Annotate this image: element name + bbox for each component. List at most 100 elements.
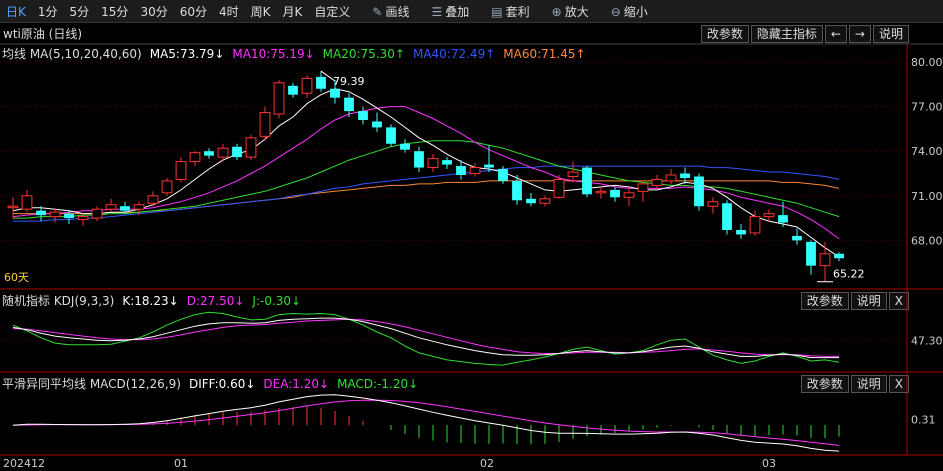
candle-body-down [456, 166, 466, 175]
kdj-panel-button-0[interactable]: 改参数 [800, 292, 849, 310]
main-panel-button-4[interactable]: 说明 [872, 25, 909, 43]
toolbar-item-0[interactable]: 日K [0, 3, 32, 20]
candle-body-down [694, 176, 704, 207]
candle-body-down [372, 121, 382, 128]
candle-body-down [232, 146, 242, 158]
macd-panel-button-1[interactable]: 说明 [850, 375, 887, 393]
candle-body-down [680, 173, 690, 178]
ma-legend-value-2: MA20:75.30↑ [322, 47, 405, 61]
candle-body-down [344, 97, 354, 112]
candle-body-up [427, 158, 439, 169]
main-panel-button-3[interactable]: → [848, 25, 871, 43]
candle-body-up [273, 82, 285, 115]
period-label: 60天 [4, 271, 29, 284]
price-axis-label: 71.00 [911, 190, 943, 203]
candle-body-up [623, 192, 635, 198]
candle-body-up [105, 204, 117, 210]
macd-panel-button-2[interactable]: X [888, 375, 909, 393]
toolbar-item-11[interactable]: ☰ 叠加 [425, 3, 475, 20]
kdj-panel-button-2[interactable]: X [888, 292, 909, 310]
candle-body-up [245, 137, 257, 158]
toolbar-item-4[interactable]: 30分 [134, 3, 173, 20]
toolbar-item-8[interactable]: 月K [277, 3, 309, 20]
main-panel-button-0[interactable]: 改参数 [700, 25, 749, 43]
main-panel-button-1[interactable]: 隐藏主指标 [750, 25, 823, 43]
macd-legend-value-1: DEA:1.20↓ [263, 377, 330, 391]
candle-body-down [498, 169, 508, 181]
candle-body-up [7, 205, 19, 209]
macd-diff-line [12, 394, 840, 452]
kdj-axis-label: 47.30 [911, 335, 943, 348]
macd-panel-button-0[interactable]: 改参数 [800, 375, 849, 393]
candle-body-up [77, 216, 89, 221]
toolbar-item-label: 周K [250, 4, 271, 19]
toolbar-item-label: 画线 [385, 4, 410, 19]
candle-body-up [189, 152, 201, 163]
kdj-legend-value-1: D:27.50↓ [186, 294, 245, 308]
toolbar-item-label: 缩小 [623, 4, 648, 19]
symbol-title: wti原油 (日线) [3, 27, 83, 41]
toolbar-item-1[interactable]: 1分 [32, 3, 64, 20]
candle-body-down [806, 241, 816, 266]
toolbar-item-13[interactable]: ⊕ 放大 [546, 3, 595, 20]
toolbar-item-7[interactable]: 周K [245, 3, 277, 20]
candle-body-up [217, 147, 229, 158]
toolbar-item-9[interactable]: 自定义 [308, 3, 356, 20]
kdj-panel-buttons: 改参数 说明 X [799, 292, 909, 310]
price-axis-label: 68.00 [911, 234, 943, 247]
candle-body-up [21, 195, 33, 210]
kdj-legend: 随机指标 KDJ(9,3,3) K:18.23↓ D:27.50↓ J:-0.30↓ [2, 292, 309, 309]
toolbar-item-2[interactable]: 5分 [64, 3, 96, 20]
candle-body-up [665, 174, 677, 182]
candle-body-down [414, 151, 424, 168]
toolbar-item-10[interactable]: ✎ 画线 [366, 3, 415, 20]
ma-legend-value-4: MA60:71.45↑ [503, 47, 586, 61]
toolbar-item-label: 日K [6, 4, 26, 19]
macd-dea-line [12, 399, 840, 446]
zoom-in-icon: ⊕ [551, 4, 562, 19]
date-label-2024-12: 202412 [3, 457, 45, 470]
candle-body-up [819, 253, 831, 267]
toolbar-item-14[interactable]: ⊖ 缩小 [605, 3, 654, 20]
date-label-01: 01 [174, 457, 188, 470]
macd-legend-prefix: 平滑异同平均线 MACD(12,26,9) [2, 377, 181, 391]
candle-body-up [469, 167, 481, 174]
toolbar-item-12[interactable]: ▤ 套利 [485, 3, 535, 20]
zoom-out-icon: ⊖ [610, 4, 621, 19]
candle-body-down [442, 160, 452, 165]
candle-body-up [651, 178, 663, 186]
candle-body-up [553, 178, 565, 198]
candle-body-up [175, 161, 187, 180]
macd-legend-value-0: DIFF:0.60↓ [188, 377, 256, 391]
toolbar-item-5[interactable]: 60分 [174, 3, 213, 20]
main-panel-button-2[interactable]: ← [824, 25, 847, 43]
toolbar-item-label: 套利 [505, 4, 530, 19]
kdj-legend-value-0: K:18.23↓ [122, 294, 179, 308]
date-label-03: 03 [762, 457, 776, 470]
candle-body-up [133, 204, 145, 210]
toolbar-item-label: 60分 [179, 4, 207, 19]
kdj-k-line [12, 317, 839, 359]
date-label-02: 02 [480, 457, 494, 470]
toolbar-item-6[interactable]: 4时 [213, 3, 245, 20]
ma-legend: 均线 MA(5,10,20,40,60) MA5:73.79↓ MA10:75.19… [2, 45, 594, 62]
macd-panel-buttons: 改参数 说明 X [799, 375, 909, 393]
toolbar-item-label: 自定义 [314, 4, 351, 19]
toolbar-item-label: 放大 [564, 4, 589, 19]
ma-legend-value-0: MA5:73.79↓ [149, 47, 225, 61]
toolbar-item-3[interactable]: 15分 [95, 3, 134, 20]
price-axis-label: 74.00 [911, 145, 943, 158]
high-annotation-leader [320, 70, 336, 82]
kdj-legend-value-2: J:-0.30↓ [252, 294, 302, 308]
toolbar-item-label: 1分 [37, 4, 58, 19]
candle-body-down [288, 85, 298, 95]
candle-body-up [595, 190, 607, 194]
candle-body-down [736, 229, 746, 235]
ma40-line [13, 165, 840, 222]
candle-body-down [484, 164, 494, 168]
macd-legend-value-2: MACD:-1.20↓ [337, 377, 419, 391]
kdj-panel-button-1[interactable]: 说明 [850, 292, 887, 310]
bag-icon: ▤ [491, 4, 503, 19]
low-annotation-label: 65.22 [833, 268, 865, 281]
